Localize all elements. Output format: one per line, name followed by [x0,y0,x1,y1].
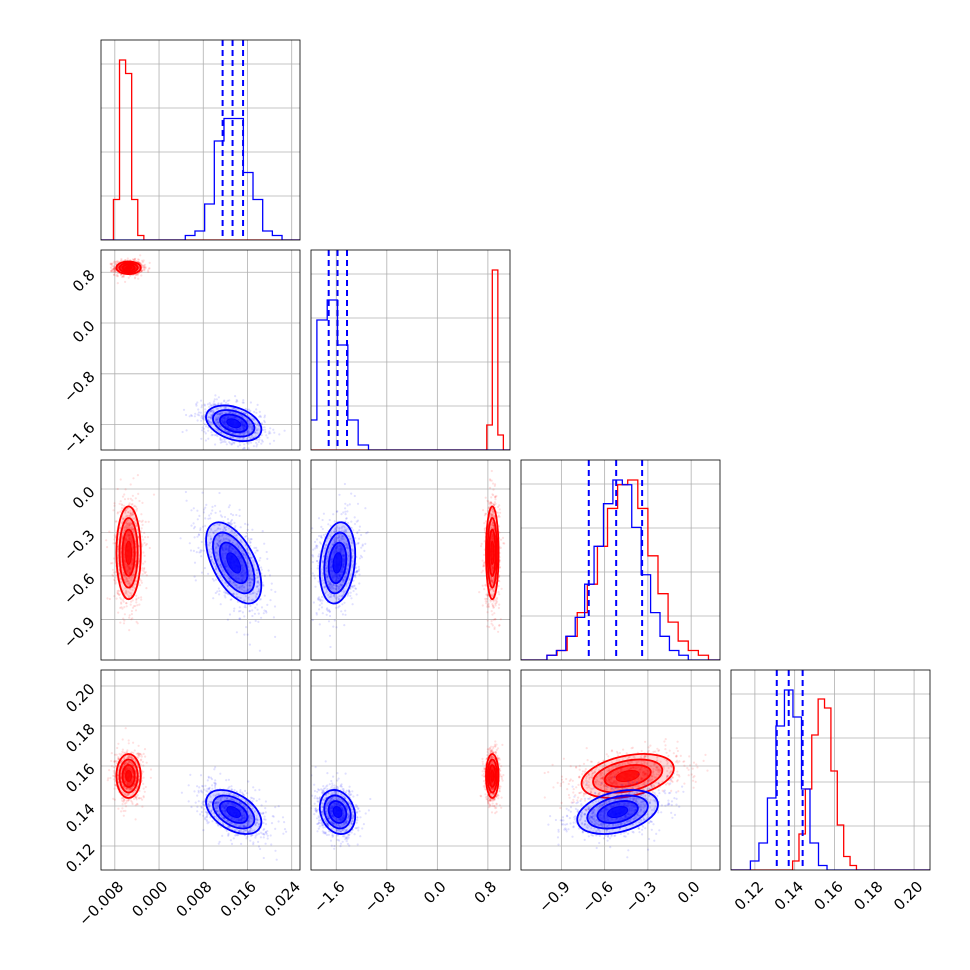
panel-scatter-p1-p0 [101,250,300,450]
x-tick-label-p0-2: 0.008 [173,878,216,921]
hist-series-0-p3 [731,698,930,870]
frame-scatter-p1-p0 [100,249,301,451]
x-tick-label-p0-1: 0.000 [128,878,171,921]
frame-scatter-p3-p2 [520,669,721,871]
x-tick-label-p2-2: −0.3 [622,878,660,916]
x-tick-label-p3-2: 0.16 [811,878,847,914]
y-tick-label-p1-3: 0.8 [69,266,99,296]
x-tick-label-p1-2: 0.0 [420,878,450,908]
frame-scatter-p2-p0 [100,459,301,661]
x-tick-label-p1-0: −1.6 [310,878,348,916]
panel-scatter-p3-p2 [521,670,720,870]
panel-scatter-p3-p0 [101,670,300,870]
panel-scatter-p2-p0 [101,460,300,660]
x-tick-label-p3-3: 0.18 [850,878,886,914]
x-tick-label-p2-1: −0.6 [579,878,617,916]
contour-series-0-level-3 [490,770,495,782]
frame-hist-p1 [310,249,511,451]
panel-hist-p2 [521,460,720,660]
x-tick-label-p3-1: 0.14 [771,878,807,914]
y-tick-label-p3-3: 0.18 [62,720,98,756]
contour-series-0-level-3 [125,540,133,565]
y-tick-label-p2-1: −0.6 [60,570,98,608]
hist-series-0-p1 [311,269,510,450]
y-tick-label-p3-0: 0.12 [62,840,98,876]
frame-scatter-p3-p0 [100,669,301,871]
y-tick-label-p1-2: 0.0 [69,317,99,347]
y-tick-label-p2-0: −0.9 [60,613,98,651]
contour-series-1-level-3 [226,418,242,429]
x-tick-label-p1-3: 0.8 [471,878,501,908]
contour-series-1-level-3 [607,806,629,818]
frame-scatter-p2-p1 [310,459,511,661]
panel-scatter-p2-p1 [311,460,510,660]
contour-series-1-level-3 [332,552,343,574]
panel-hist-p3 [731,670,930,870]
hist-series-0-p0 [101,59,300,240]
hist-series-0-p2 [521,479,720,660]
x-tick-label-p0-0: −0.008 [75,878,127,930]
hist-series-1-p0 [101,117,300,240]
contour-series-1-level-3 [226,552,242,574]
frame-hist-p0 [100,39,301,241]
y-tick-label-p1-1: −0.8 [60,368,98,406]
contour-series-1-level-3 [226,806,242,818]
contour-series-0-level-3 [490,540,495,565]
contour-series-0-level-3 [125,265,133,270]
y-tick-label-p3-2: 0.16 [62,760,98,796]
y-tick-label-p2-3: 0.0 [69,483,99,513]
x-tick-label-p3-4: 0.20 [890,878,926,914]
panel-hist-p0 [101,40,300,240]
contour-series-0-level-3 [125,770,133,782]
panel-scatter-p3-p1 [311,670,510,870]
hist-series-1-p2 [521,479,720,660]
x-tick-label-p0-4: 0.024 [261,878,304,921]
x-tick-label-p2-3: 0.0 [674,878,704,908]
y-tick-label-p3-4: 0.20 [62,680,98,716]
contour-series-1-level-3 [332,805,343,819]
panel-hist-p1 [311,250,510,450]
frame-scatter-p3-p1 [310,669,511,871]
y-tick-label-p3-1: 0.14 [62,800,98,836]
x-tick-label-p0-3: 0.016 [217,878,260,921]
y-tick-label-p2-2: −0.3 [60,526,98,564]
x-tick-label-p3-0: 0.12 [731,878,767,914]
contour-series-0-level-3 [615,769,640,783]
y-tick-label-p1-0: −1.6 [60,418,98,456]
x-tick-label-p2-0: −0.9 [535,878,573,916]
x-tick-label-p1-1: −0.8 [361,878,399,916]
frame-hist-p2 [520,459,721,661]
frame-hist-p3 [730,669,931,871]
